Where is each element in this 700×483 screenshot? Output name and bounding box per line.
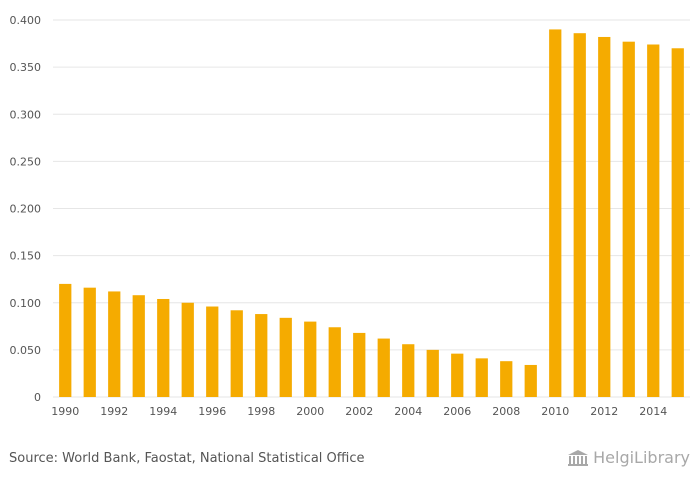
y-tick-label: 0.200 (10, 203, 42, 216)
y-tick-label: 0.350 (10, 61, 42, 74)
x-tick-label: 1998 (247, 405, 275, 418)
bar-2003[interactable] (377, 338, 390, 397)
bar-2009[interactable] (524, 364, 537, 397)
bar-chart: 0 0.050 0.100 0.150 0.200 0.250 0.300 0.350 0.40… (10, 14, 690, 418)
bar-1999[interactable] (279, 317, 292, 397)
x-tick-label: 2000 (296, 405, 324, 418)
y-tick-label: 0.100 (10, 297, 42, 310)
y-tick-label: 0.250 (10, 155, 42, 168)
bar-1990[interactable] (59, 283, 72, 397)
y-tick-label: 0.150 (10, 250, 42, 263)
footer: Source: World Bank, Faostat, National St… (0, 438, 700, 483)
bar-2010[interactable] (549, 29, 562, 398)
bar-2005[interactable] (426, 349, 439, 397)
bar-2012[interactable] (598, 36, 611, 398)
bar-1995[interactable] (181, 302, 194, 397)
bar-2004[interactable] (402, 344, 415, 397)
bar-2002[interactable] (353, 332, 366, 397)
bar-1996[interactable] (206, 306, 219, 397)
brand-logo: HelgiLibrary (567, 448, 690, 467)
bar-2015[interactable] (671, 48, 684, 398)
x-tick-label: 1994 (149, 405, 177, 418)
bar-2001[interactable] (328, 327, 341, 397)
bar-1992[interactable] (108, 291, 121, 397)
x-tick-label: 1992 (100, 405, 128, 418)
source-note: Source: World Bank, Faostat, National St… (9, 451, 365, 466)
brand-text: HelgiLibrary (593, 448, 690, 467)
x-tick-label: 2012 (590, 405, 618, 418)
bar-1998[interactable] (255, 314, 268, 397)
x-tick-label: 2004 (394, 405, 422, 418)
bar-2011[interactable] (573, 33, 586, 397)
bar-2007[interactable] (475, 358, 488, 397)
x-tick-label: 2006 (443, 405, 471, 418)
bar-1994[interactable] (157, 298, 170, 397)
y-tick-label: 0.400 (10, 14, 42, 27)
y-tick-label: 0 (34, 391, 41, 404)
bar-2008[interactable] (500, 361, 513, 397)
x-tick-label: 2002 (345, 405, 373, 418)
y-tick-label: 0.300 (10, 108, 42, 121)
x-tick-label: 2008 (492, 405, 520, 418)
bar-2000[interactable] (304, 321, 317, 397)
bar-2013[interactable] (622, 41, 635, 398)
bar-1991[interactable] (83, 287, 96, 397)
bar-2014[interactable] (647, 44, 660, 397)
library-icon (568, 449, 589, 466)
x-tick-label: 1990 (51, 405, 79, 418)
bar-1997[interactable] (230, 310, 243, 397)
x-tick-label: 1996 (198, 405, 226, 418)
x-tick-label: 2014 (639, 405, 667, 418)
x-tick-label: 2010 (541, 405, 569, 418)
bar-2006[interactable] (451, 353, 464, 397)
bar-1993[interactable] (132, 295, 145, 397)
y-tick-label: 0.050 (10, 344, 42, 357)
